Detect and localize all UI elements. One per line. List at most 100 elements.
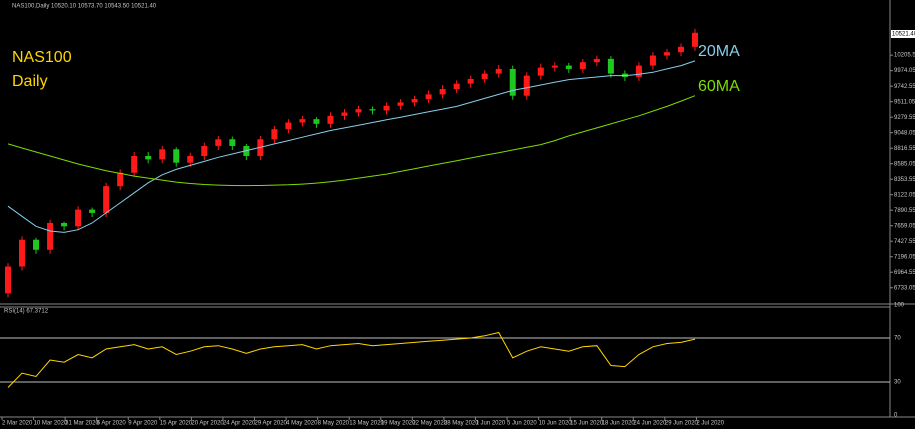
x-tick-label: 2 Jul 2020 (696, 421, 724, 427)
candle-body (201, 145, 208, 156)
price-tag (891, 30, 915, 39)
x-tick-label: 10 Jun 2020 (539, 421, 573, 427)
candle-body (19, 239, 26, 267)
y-tick-label: 7196.05 (894, 254, 915, 260)
y-tick-label: 9279.55 (894, 115, 915, 121)
y-tick-label: 7890.55 (894, 208, 915, 214)
y-tick-label: 9742.55 (894, 84, 915, 90)
rsi-header: RSI(14) 67.3712 (4, 309, 49, 315)
x-tick-label: 19 May 2020 (381, 421, 416, 427)
candle-body (5, 266, 11, 294)
x-tick-label: 5 Jun 2020 (507, 421, 537, 427)
x-tick-label: 10 Mar 2020 (34, 421, 68, 427)
y-tick-label: 9511.05 (894, 99, 915, 105)
candle-body (692, 32, 698, 47)
y-tick-label: 8816.55 (894, 146, 915, 152)
candle-body (173, 149, 180, 163)
candle-body (537, 67, 544, 76)
y-tick-label: 7427.55 (894, 239, 915, 245)
y-tick-label: 8122.05 (894, 192, 915, 198)
candle-body (47, 222, 54, 250)
x-tick-label: 20 Apr 2020 (191, 421, 224, 427)
x-tick-label: 22 May 2020 (412, 421, 447, 427)
y-tick-label: 70 (894, 336, 901, 342)
candle-body (285, 122, 292, 130)
x-tick-label: 13 May 2020 (349, 421, 384, 427)
candle-body (61, 222, 68, 227)
candle-body (145, 156, 152, 160)
y-tick-label: 7659.05 (894, 223, 915, 229)
y-tick-label: 8585.05 (894, 161, 915, 167)
candle-body (215, 139, 222, 146)
candle-body (467, 78, 474, 84)
ma-line (7, 95, 696, 187)
candle-body (523, 75, 530, 96)
candle-body (579, 62, 586, 69)
candle-body (187, 156, 194, 163)
candle-body (313, 119, 320, 124)
candle-body (593, 58, 600, 63)
annotation: Daily (12, 73, 48, 90)
chart-header: NAS100,Daily 10520.10 10573.70 10543.50 … (12, 4, 157, 10)
y-tick-label: 0 (894, 413, 898, 419)
y-tick-label: 6733.05 (894, 285, 915, 291)
x-tick-label: 9 Apr 2020 (128, 421, 158, 427)
candle-body (607, 58, 614, 74)
candle-body (271, 129, 278, 140)
candle-body (75, 209, 82, 227)
x-tick-label: 6 Apr 2020 (97, 421, 127, 427)
y-tick-label: 100 (894, 303, 905, 309)
candle-body (565, 65, 572, 69)
candle-body (355, 109, 362, 113)
candle-body (663, 52, 670, 56)
candle-body (495, 68, 502, 74)
candle-body (635, 65, 642, 77)
x-tick-label: 24 Jun 2020 (633, 421, 667, 427)
candle-body (89, 209, 96, 213)
x-tick-label: 4 May 2020 (286, 421, 318, 427)
y-tick-label: 30 (894, 380, 901, 386)
x-tick-label: 28 May 2020 (444, 421, 479, 427)
legend-label: 20MA (698, 43, 740, 60)
candle-body (551, 65, 558, 68)
candle-body (159, 149, 166, 160)
annotation: NAS100 (12, 49, 72, 66)
candle-body (453, 83, 460, 90)
y-tick-label: 8353.55 (894, 177, 915, 183)
y-tick-label: 6964.55 (894, 270, 915, 276)
candle-body (411, 99, 418, 103)
x-tick-label: 2 Mar 2020 (2, 421, 33, 427)
y-tick-label: 9048.05 (894, 130, 915, 136)
x-tick-label: 1 Jun 2020 (475, 421, 505, 427)
candle-body (327, 115, 334, 124)
ma-line (7, 60, 696, 233)
candle-body (117, 172, 124, 187)
candle-body (425, 94, 432, 100)
candle-body (649, 55, 656, 66)
candle-body (299, 119, 306, 123)
candle-body (677, 46, 684, 53)
price-tag-label: 10521.40 (892, 32, 915, 38)
candle-body (341, 112, 348, 116)
x-tick-label: 31 Mar 2020 (65, 421, 99, 427)
candle-body (229, 139, 236, 146)
y-tick-label: 9974.05 (894, 68, 915, 74)
x-tick-label: 15 Apr 2020 (160, 421, 193, 427)
x-tick-label: 18 Jun 2020 (602, 421, 636, 427)
x-tick-label: 15 Jun 2020 (570, 421, 604, 427)
y-tick-label: 10205.55 (894, 53, 915, 59)
candle-body (481, 73, 488, 79)
candle-body (439, 89, 446, 95)
rsi-line (7, 331, 696, 388)
x-tick-label: 29 Jun 2020 (665, 421, 699, 427)
candle-body (33, 239, 40, 250)
candle-body (397, 102, 404, 106)
x-tick-label: 8 May 2020 (318, 421, 350, 427)
candle-body (131, 156, 138, 173)
candle-body (103, 186, 110, 213)
x-tick-label: 29 Apr 2020 (255, 421, 288, 427)
legend-label: 60MA (698, 78, 740, 95)
candle-body (369, 109, 376, 111)
